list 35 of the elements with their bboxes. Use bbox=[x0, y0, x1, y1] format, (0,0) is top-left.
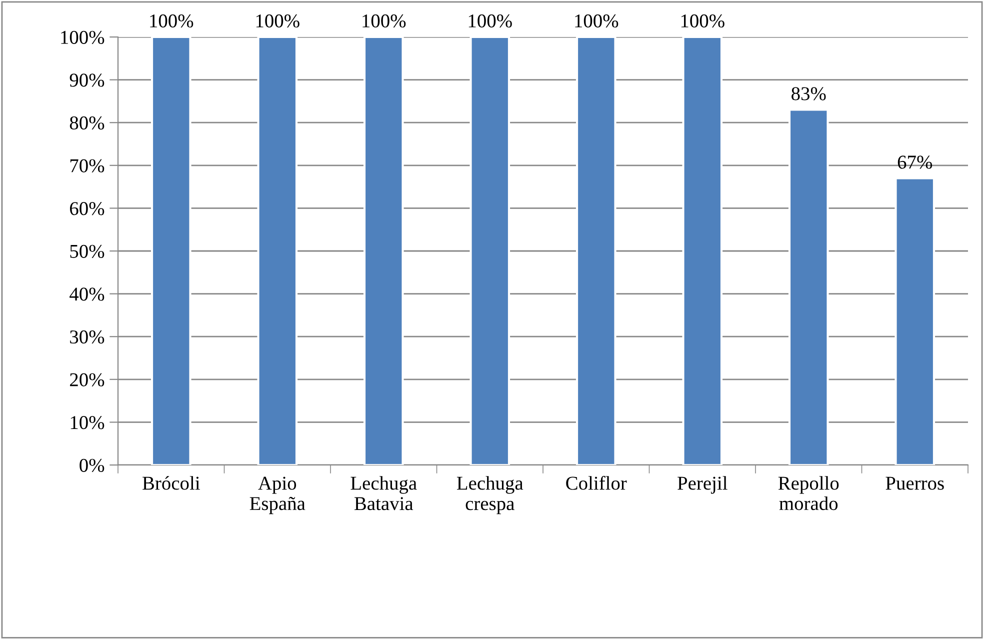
x-tick-label: Coliflor bbox=[566, 476, 627, 490]
data-label: 67% bbox=[898, 156, 932, 169]
bar bbox=[363, 37, 404, 465]
bar bbox=[150, 37, 192, 465]
data-label: 100% bbox=[150, 14, 194, 28]
y-tick-label: 50% bbox=[70, 244, 104, 258]
y-tick-label: 0% bbox=[80, 458, 104, 472]
x-tick-label: Repollo morado bbox=[778, 476, 839, 510]
data-label: 100% bbox=[468, 14, 512, 28]
y-tick-label: 80% bbox=[70, 116, 104, 130]
bar bbox=[788, 108, 829, 465]
y-tick-label: 30% bbox=[70, 330, 104, 344]
data-label: 100% bbox=[681, 14, 724, 28]
y-tick-label: 100% bbox=[61, 30, 104, 44]
bar bbox=[576, 37, 616, 465]
x-tick-label: Apio España bbox=[250, 476, 306, 514]
y-tick-label: 10% bbox=[70, 416, 104, 430]
y-tick-label: 70% bbox=[70, 159, 104, 172]
x-tick-label: Brócoli bbox=[142, 476, 200, 490]
data-label: 100% bbox=[362, 14, 406, 28]
y-tick-label: 60% bbox=[70, 202, 104, 216]
y-tick-label: 90% bbox=[70, 74, 104, 87]
y-tick-label: 20% bbox=[70, 373, 104, 386]
x-tick-label: Lechuga Batavia bbox=[350, 476, 417, 510]
x-tick-label: Perejil bbox=[678, 476, 728, 494]
bar bbox=[470, 37, 510, 465]
bar bbox=[682, 37, 723, 465]
data-label: 100% bbox=[256, 14, 300, 28]
bar bbox=[257, 37, 298, 465]
x-tick-label: Lechuga crespa bbox=[456, 476, 524, 514]
y-tick-label: 40% bbox=[70, 288, 104, 301]
data-label: 100% bbox=[575, 14, 618, 28]
bar bbox=[894, 177, 936, 465]
data-label: 83% bbox=[792, 87, 826, 100]
x-tick-label: Puerros bbox=[886, 476, 944, 490]
